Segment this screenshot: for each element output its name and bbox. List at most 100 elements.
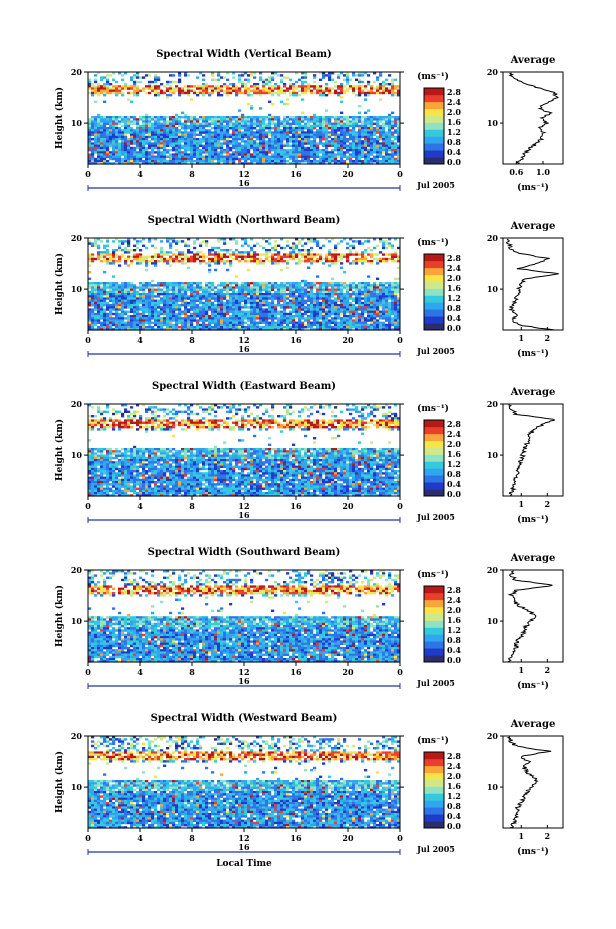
heatmap-cell (220, 120, 224, 123)
heatmap-cell (352, 284, 356, 287)
heatmap-cell (352, 306, 356, 309)
heatmap-cell (226, 155, 230, 158)
heatmap-cell (289, 293, 293, 296)
heatmap-cell (217, 260, 221, 263)
heatmap-cell (253, 76, 257, 79)
heatmap-cell (217, 94, 221, 97)
heatmap-cell (361, 160, 365, 163)
heatmap-cell (280, 284, 284, 287)
heatmap-cell (118, 308, 122, 311)
heatmap-cell (217, 312, 221, 316)
heatmap-cell (298, 131, 302, 134)
heatmap-cell (322, 315, 326, 318)
heatmap-cell (226, 140, 230, 143)
heatmap-cell (100, 297, 104, 300)
heatmap-cell (361, 142, 365, 145)
heatmap-cell (274, 87, 278, 90)
heatmap-cell (115, 122, 119, 125)
heatmap-cell (289, 253, 293, 256)
heatmap-cell (214, 129, 218, 132)
heatmap-cell (124, 260, 128, 263)
heatmap-cell (343, 310, 347, 313)
heatmap-cell (271, 284, 275, 287)
heatmap-cell (379, 304, 383, 307)
heatmap-cell (220, 282, 224, 285)
heatmap-cell (205, 304, 209, 307)
heatmap-cell (118, 116, 122, 119)
heatmap-cell (112, 118, 116, 121)
heatmap-cell (94, 240, 98, 243)
heatmap-cell (283, 157, 287, 161)
heatmap-cell (97, 295, 101, 298)
heatmap-cell (124, 85, 128, 88)
heatmap-cell (118, 255, 122, 258)
heatmap-cell (244, 295, 248, 298)
heatmap-cell (202, 85, 206, 88)
heatmap-cell (319, 124, 323, 128)
heatmap-cell (187, 266, 191, 269)
heatmap-cell (364, 257, 368, 261)
heatmap-cell (172, 146, 176, 150)
heatmap-cell (160, 260, 164, 263)
heatmap-cell (184, 129, 188, 132)
heatmap-cell (163, 253, 167, 256)
heatmap-cell (370, 290, 374, 294)
heatmap-cell (151, 284, 155, 287)
heatmap-cell (250, 122, 254, 125)
heatmap-cell (211, 155, 215, 158)
heatmap-cell (301, 138, 305, 141)
heatmap-cell (319, 288, 323, 291)
heatmap-cell (235, 257, 239, 261)
heatmap-cell (244, 306, 248, 309)
heatmap-cell (292, 315, 296, 318)
heatmap-cell (193, 144, 197, 147)
heatmap-cell (217, 288, 221, 291)
heatmap-cell (385, 253, 389, 256)
heatmap-cell (163, 146, 167, 150)
heatmap-cell (169, 297, 173, 300)
heatmap-cell (244, 118, 248, 121)
heatmap-cell (382, 308, 386, 311)
heatmap-cell (148, 151, 152, 154)
heatmap-cell (298, 142, 302, 145)
heatmap-cell (217, 255, 221, 258)
heatmap-cell (292, 91, 296, 95)
heatmap-cell (364, 135, 368, 139)
heatmap-cell (337, 151, 341, 154)
heatmap-cell (301, 133, 305, 136)
heatmap-cell (358, 144, 362, 147)
heatmap-cell (211, 140, 215, 143)
heatmap-cell (142, 140, 146, 143)
heatmap-cell (292, 94, 296, 97)
heatmap-cell (241, 91, 245, 95)
heatmap-cell (202, 131, 206, 134)
heatmap-cell (244, 146, 248, 150)
heatmap-cell (160, 306, 164, 309)
heatmap-cell (226, 295, 230, 298)
heatmap-cell (133, 257, 137, 261)
heatmap-cell (169, 135, 173, 139)
heatmap-cell (223, 162, 227, 165)
heatmap-cell (277, 297, 281, 300)
heatmap-cell (313, 74, 317, 77)
heatmap-cell (106, 135, 110, 139)
heatmap-cell (154, 78, 158, 81)
heatmap-cell (229, 255, 233, 258)
heatmap-cell (157, 124, 161, 128)
heatmap-cell (232, 131, 236, 134)
heatmap-cell (88, 297, 92, 300)
heatmap-cell (103, 131, 107, 134)
heatmap-cell (379, 98, 383, 101)
heatmap-cell (178, 131, 182, 134)
heatmap-cell (157, 317, 161, 320)
heatmap-cell (136, 140, 140, 143)
heatmap-cell (364, 293, 368, 296)
heatmap-cell (193, 151, 197, 154)
heatmap-cell (190, 295, 194, 298)
heatmap-cell (256, 87, 260, 90)
heatmap-cell (148, 157, 152, 161)
heatmap-cell (292, 257, 296, 261)
heatmap-cell (382, 306, 386, 309)
heatmap-cell (94, 238, 98, 241)
heatmap-cell (391, 80, 395, 84)
